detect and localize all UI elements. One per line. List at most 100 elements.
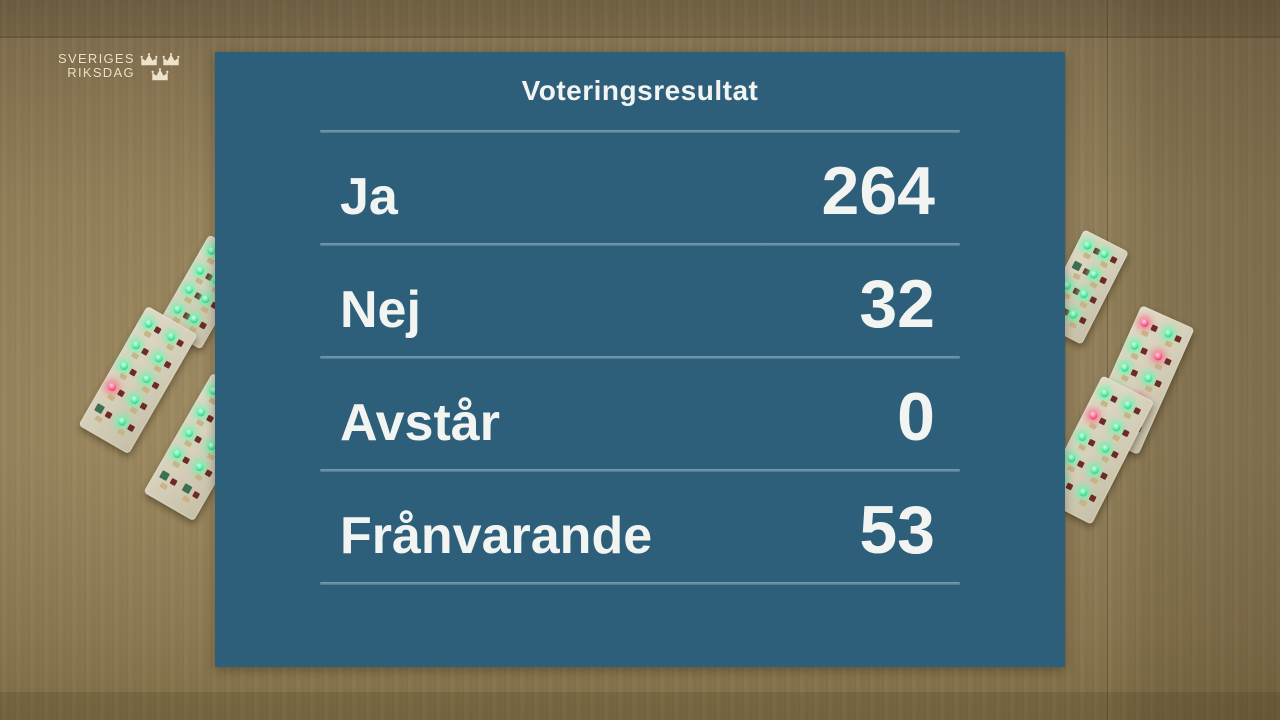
vote-button-red <box>139 402 148 411</box>
vote-button-tan <box>118 372 128 381</box>
vote-label: Ja <box>340 168 398 226</box>
panel-title: Voteringsresultat <box>521 75 759 106</box>
vote-label: Avstår <box>340 394 500 452</box>
vote-led-unit <box>126 339 152 366</box>
vote-led-green <box>183 284 195 296</box>
vote-button-tan <box>196 418 205 427</box>
vote-led-unit <box>1095 388 1121 413</box>
vote-button-red <box>153 326 162 335</box>
vote-led-unit <box>1074 486 1100 512</box>
logo-line2: RIKSDAG <box>67 65 135 80</box>
vote-led-unit <box>154 469 180 496</box>
vote-led-unit <box>1118 399 1144 425</box>
three-crowns-icon <box>140 53 184 83</box>
wood-top-band <box>0 0 1280 38</box>
vote-led-green <box>172 303 184 315</box>
vote-label: Nej <box>340 281 421 339</box>
vote-button-red <box>163 360 172 369</box>
vote-button-red <box>1164 357 1172 366</box>
vote-button-tan <box>171 460 181 469</box>
vote-button-tan <box>159 481 169 490</box>
vote-button-red <box>128 368 138 377</box>
vote-row-ja: Ja 264 <box>215 133 1065 243</box>
vote-button-red <box>169 477 178 486</box>
vote-led-unit <box>191 406 217 433</box>
vote-button-red <box>127 423 136 432</box>
vote-led-green <box>1111 421 1122 433</box>
vote-button-red <box>1099 472 1108 481</box>
row-divider <box>320 130 960 133</box>
vote-button-tan <box>131 351 140 360</box>
vote-button-tan <box>183 439 193 448</box>
vote-button-red <box>193 435 203 444</box>
vote-led-unit <box>177 482 203 509</box>
vote-led-unit <box>124 394 150 421</box>
vote-button-tan <box>1099 261 1109 269</box>
vote-button-tan <box>1112 433 1121 442</box>
vote-led-green <box>142 318 154 330</box>
row-divider <box>320 356 960 359</box>
vote-led-unit <box>1135 317 1161 343</box>
logo-line1: SVERIGES <box>58 51 135 66</box>
vote-button-tan <box>1069 320 1078 329</box>
vote-button-red <box>192 490 201 499</box>
vote-button-tan <box>1066 465 1076 473</box>
wood-bottom-band <box>0 692 1280 720</box>
vote-button-red <box>1099 276 1108 285</box>
vote-button-red <box>1088 493 1097 502</box>
vote-button-tan <box>1130 352 1140 360</box>
vote-row-avstar: Avstår 0 <box>215 359 1065 469</box>
vote-led-green <box>194 264 206 276</box>
vote-button-tan <box>194 473 203 482</box>
vote-button-tan <box>183 296 193 305</box>
vote-led-unit <box>166 448 192 475</box>
vote-button-tan <box>94 414 104 423</box>
vote-led-red <box>1088 409 1099 421</box>
row-divider <box>320 469 960 472</box>
vote-button-red <box>1110 450 1119 459</box>
vote-value: 32 <box>859 266 935 342</box>
vote-label: Frånvarande <box>340 507 653 565</box>
vote-button-red <box>1154 379 1163 388</box>
vote-button-red <box>1150 324 1159 333</box>
vote-button-red <box>1089 296 1098 305</box>
vote-button-tan <box>194 277 204 285</box>
vote-led-green <box>171 448 183 460</box>
vote-button-tan <box>200 305 209 314</box>
vote-button-tan <box>1164 340 1173 349</box>
vote-led-off <box>94 402 106 414</box>
vote-led-green <box>1078 288 1090 300</box>
vote-led-green <box>118 360 130 372</box>
vote-led-green <box>1129 340 1140 351</box>
vote-button-tan <box>143 330 152 339</box>
vote-button-tan <box>1123 412 1132 420</box>
vote-led-green <box>1089 465 1100 476</box>
vote-button-red <box>1130 369 1139 378</box>
vote-button-tan <box>1144 385 1153 393</box>
vote-row-nej: Nej 32 <box>215 246 1065 356</box>
vote-led-off <box>159 469 171 481</box>
vote-button-red <box>206 414 215 423</box>
vote-value: 53 <box>859 492 935 568</box>
vote-button-red <box>1076 460 1085 469</box>
vote-led-off <box>181 482 193 494</box>
vote-button-tan <box>106 393 116 402</box>
vote-row-franvarande: Frånvarande 53 <box>215 472 1065 582</box>
vote-button-tan <box>1072 272 1081 281</box>
vote-button-red <box>1109 395 1118 404</box>
row-divider <box>320 243 960 246</box>
vote-led-green <box>1081 240 1093 252</box>
vote-led-unit <box>1096 443 1122 468</box>
vote-button-tan <box>153 364 163 373</box>
vote-button-red <box>104 410 113 419</box>
vote-led-green <box>1162 328 1174 340</box>
vote-led-unit <box>136 373 162 400</box>
vote-button-tan <box>1088 421 1098 430</box>
vote-led-unit <box>1159 328 1185 354</box>
vote-led-red <box>1153 350 1164 362</box>
vote-led-green <box>141 373 153 385</box>
vote-button-red <box>181 456 191 465</box>
vote-led-green <box>130 339 142 351</box>
vote-button-red <box>1121 428 1130 437</box>
vote-button-tan <box>1100 455 1110 464</box>
